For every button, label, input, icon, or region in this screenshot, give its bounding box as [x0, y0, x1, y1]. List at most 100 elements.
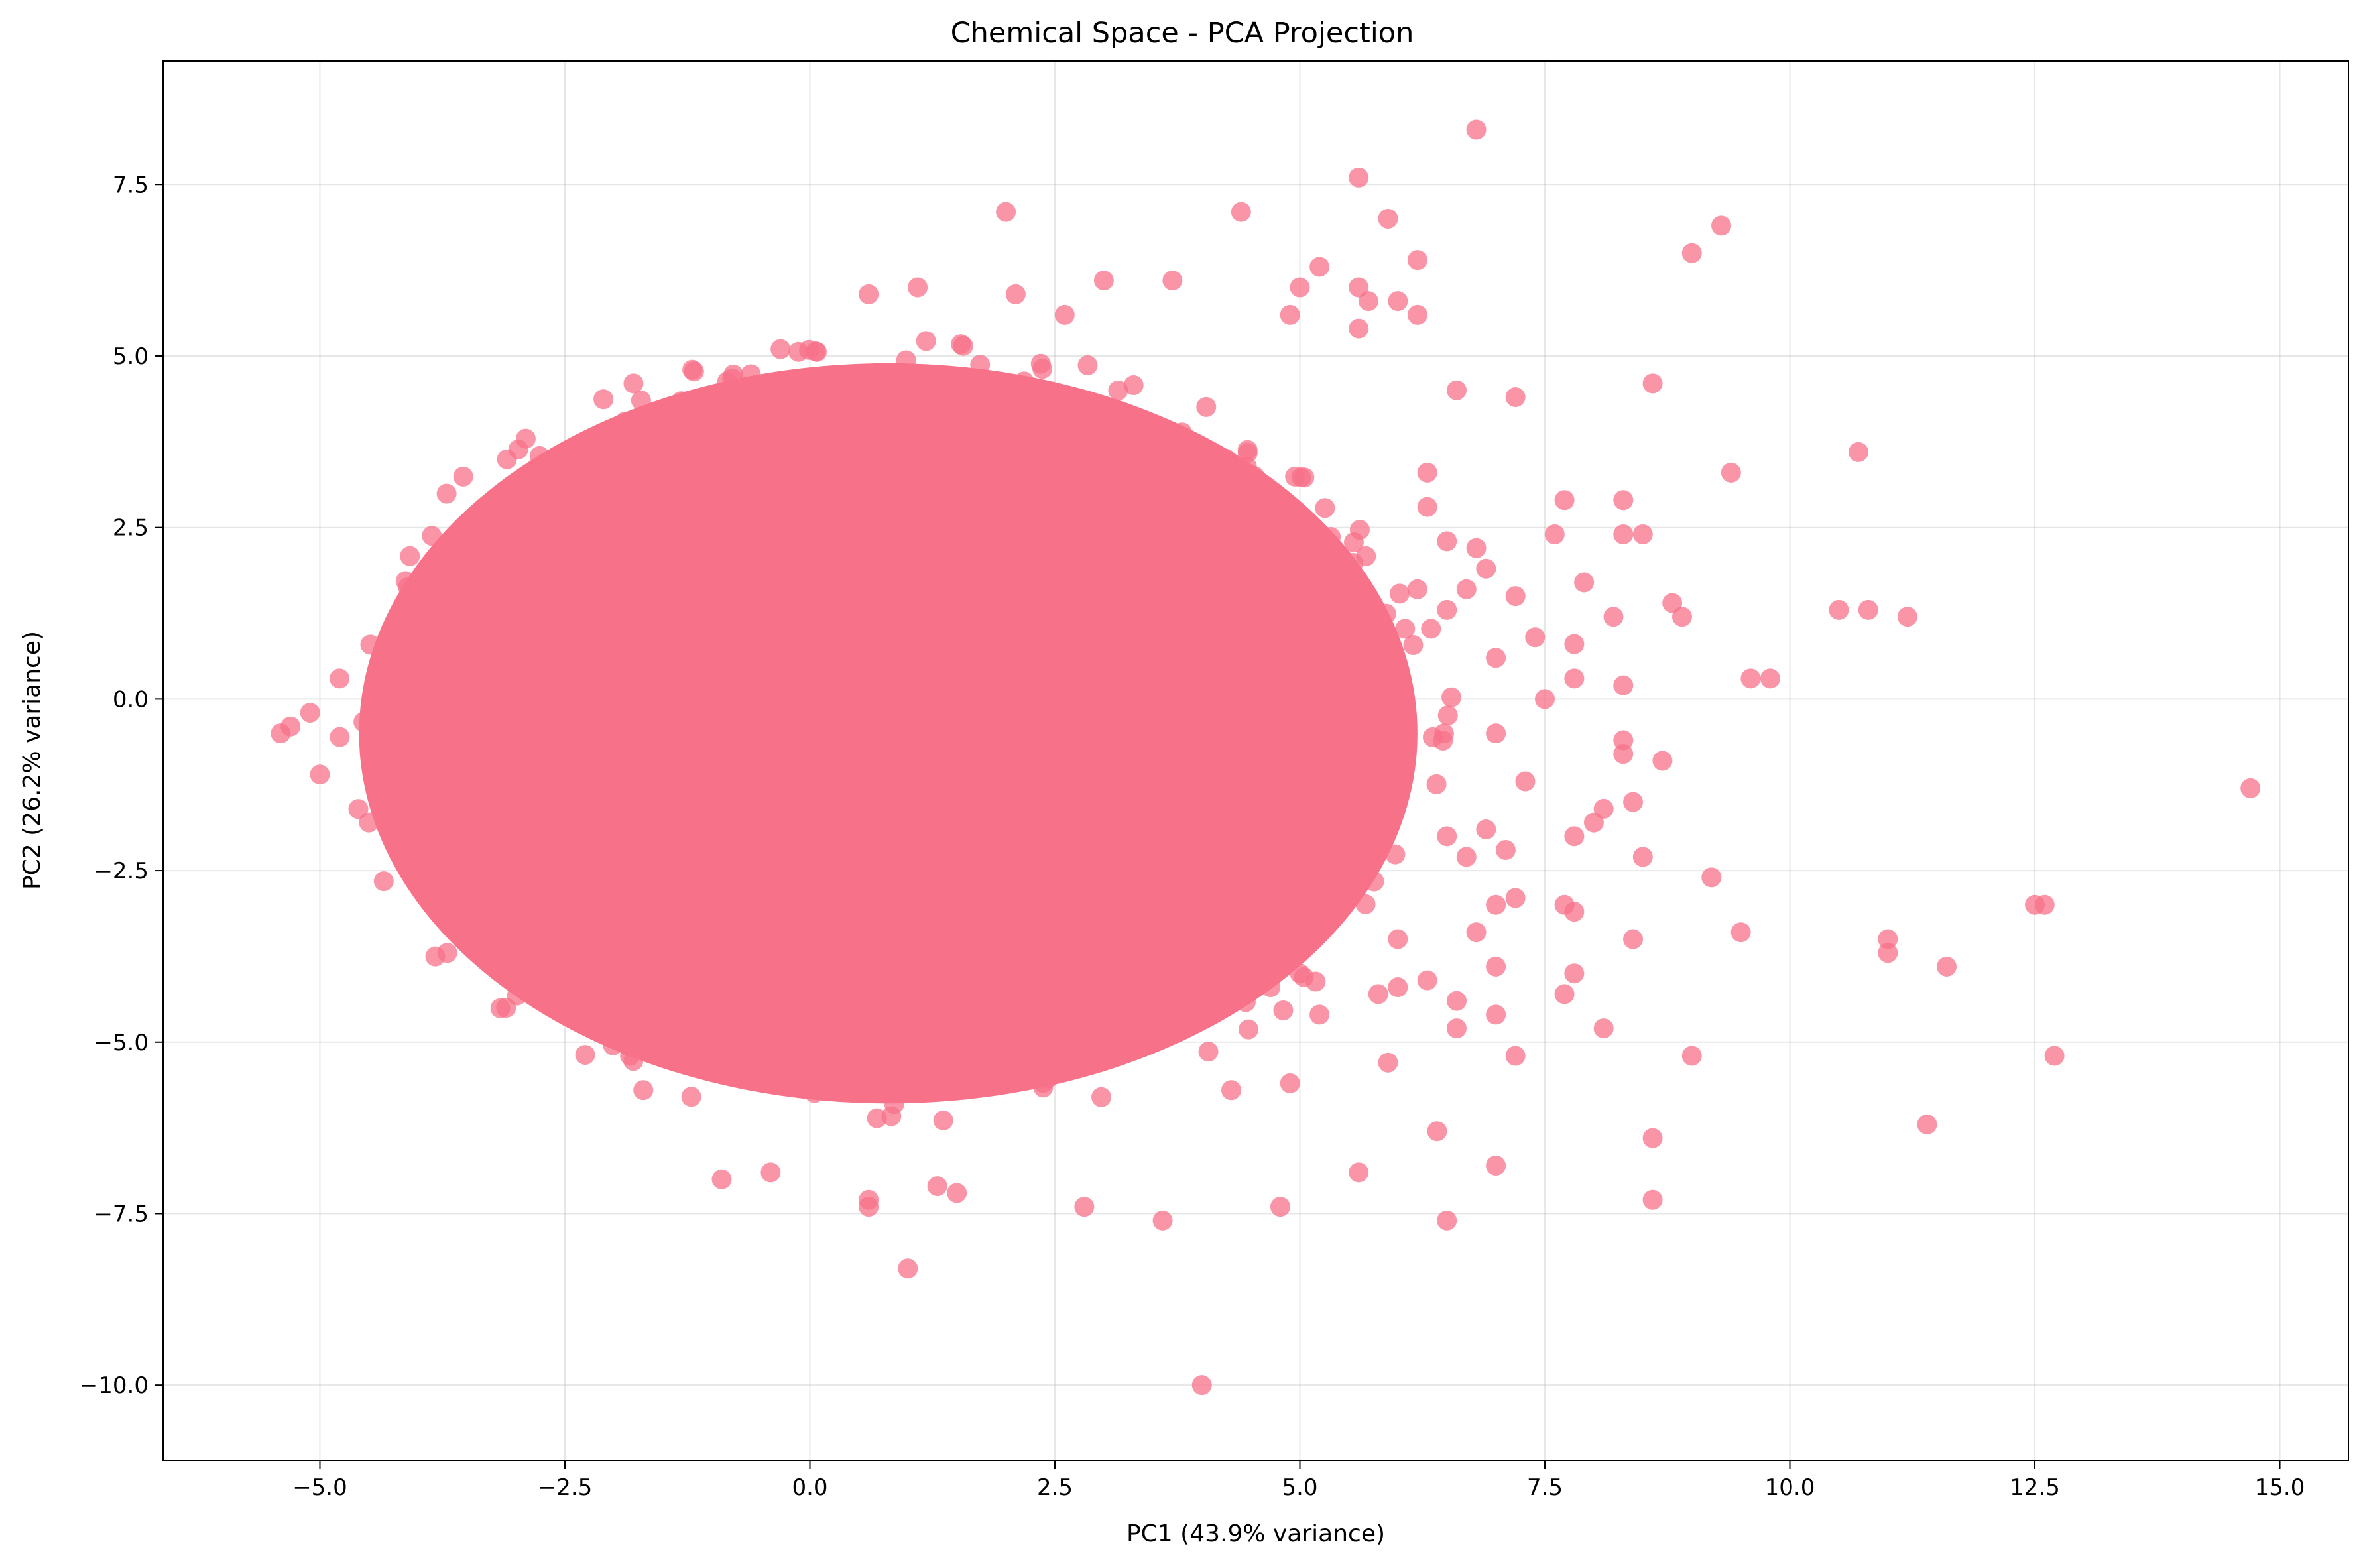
cloud-edge-point — [1123, 375, 1144, 395]
cloud-edge-point — [1279, 565, 1300, 585]
x-tick-label: 7.5 — [1527, 1475, 1563, 1501]
cloud-edge-point — [467, 549, 488, 570]
scatter-point — [1564, 826, 1585, 847]
scatter-point — [1349, 318, 1369, 339]
scatter-point — [1632, 847, 1653, 867]
scatter-point — [1280, 304, 1300, 325]
scatter-point — [1829, 599, 1849, 620]
y-tick-label: −2.5 — [93, 858, 149, 884]
cloud-edge-point — [875, 1047, 896, 1067]
scatter-point — [1721, 462, 1741, 483]
scatter-point — [1613, 744, 1634, 764]
scatter-point — [359, 812, 379, 833]
scatter-point — [1476, 558, 1496, 579]
cloud-edge-point — [993, 1027, 1014, 1048]
scatter-point — [1407, 304, 1427, 325]
scatter-point — [1564, 668, 1585, 689]
scatter-point — [1564, 963, 1585, 984]
cloud-edge-point — [1343, 553, 1364, 573]
cloud-edge-point — [1178, 498, 1199, 518]
cloud-edge-point — [1330, 597, 1351, 617]
cloud-edge-point — [1004, 432, 1024, 452]
cloud-edge-point — [1305, 971, 1326, 992]
cloud-edge-point — [488, 930, 509, 950]
cloud-edge-point — [586, 989, 607, 1010]
chart-title: Chemical Space - PCA Projection — [951, 17, 1414, 50]
cloud-edge-point — [670, 1052, 691, 1072]
cloud-edge-point — [428, 734, 449, 754]
cloud-edge-point — [593, 389, 614, 410]
scatter-point — [1642, 1128, 1663, 1148]
dense-point-cloud — [330, 331, 1462, 1130]
y-tick-label: 0.0 — [113, 686, 149, 713]
scatter-point — [1407, 250, 1427, 271]
cloud-edge-point — [1235, 992, 1256, 1012]
cloud-edge-point — [1243, 550, 1264, 571]
cloud-edge-point — [533, 505, 554, 526]
scatter-point — [1456, 579, 1477, 599]
scatter-point — [1652, 751, 1673, 771]
cloud-edge-point — [1244, 465, 1265, 486]
cloud-edge-point — [453, 466, 473, 487]
scatter-point — [1613, 490, 1634, 511]
x-tick-label: 5.0 — [1282, 1475, 1317, 1501]
cloud-edge-point — [603, 1035, 623, 1055]
scatter-point — [760, 1162, 781, 1183]
scatter-point — [1476, 819, 1496, 839]
cloud-edge-point — [1014, 371, 1034, 392]
cloud-edge-point — [899, 1069, 920, 1089]
cloud-edge-point — [804, 1083, 825, 1103]
scatter-point — [1162, 271, 1183, 291]
scatter-point — [1378, 1052, 1398, 1073]
scatter-point — [682, 359, 703, 380]
cloud-edge-point — [1385, 844, 1406, 865]
x-tick-label: 0.0 — [792, 1475, 827, 1501]
scatter-point — [1368, 984, 1388, 1004]
cloud-edge-point — [1215, 448, 1236, 469]
scatter-points — [271, 119, 2261, 1396]
cloud-edge-point — [1325, 789, 1345, 810]
cloud-edge-point — [573, 489, 593, 509]
cloud-edge-point — [1372, 824, 1393, 845]
x-tick-label: 12.5 — [2010, 1475, 2060, 1501]
scatter-point — [1437, 599, 1457, 620]
cloud-edge-point — [760, 1038, 780, 1058]
scatter-point — [1613, 730, 1634, 751]
cloud-edge-point — [916, 365, 937, 386]
cloud-edge-point — [1364, 871, 1384, 892]
cloud-edge-point — [379, 730, 399, 751]
cloud-edge-point — [1221, 504, 1242, 524]
cloud-edge-point — [1349, 588, 1370, 609]
scatter-point — [1937, 956, 1957, 977]
scatter-point — [1593, 798, 1614, 819]
y-axis-ticks: −10.0 −7.5 −5.0 −2.5 0.0 2.5 5.0 7.5 — [80, 172, 163, 1399]
scatter-point — [1495, 840, 1516, 861]
scatter-point — [1466, 538, 1487, 558]
cloud-edge-point — [1308, 924, 1329, 944]
x-tick-label: 10.0 — [1765, 1475, 1815, 1501]
cloud-edge-point — [471, 895, 492, 916]
cloud-edge-point — [1329, 726, 1350, 747]
cloud-edge-point — [1321, 711, 1342, 731]
cloud-edge-point — [348, 799, 369, 819]
y-tick-label: 5.0 — [113, 343, 149, 370]
cloud-edge-point — [417, 855, 438, 876]
cloud-edge-point — [1200, 505, 1221, 525]
scatter-point — [1427, 1121, 1447, 1142]
cloud-edge-point — [1355, 894, 1376, 914]
scatter-point — [859, 1197, 879, 1217]
cloud-edge-point — [1368, 710, 1388, 731]
x-axis-label: PC1 (43.9% variance) — [1126, 1520, 1385, 1547]
scatter-point — [1446, 380, 1467, 400]
scatter-point — [1054, 304, 1075, 325]
cloud-edge-point — [792, 411, 813, 432]
scatter-point — [1642, 373, 1663, 394]
scatter-point — [1349, 1162, 1369, 1183]
cloud-edge-point — [900, 387, 920, 407]
cloud-edge-point — [497, 449, 517, 469]
cloud-edge-point — [729, 400, 750, 420]
cloud-edge-point — [1063, 416, 1083, 437]
cloud-edge-point — [1253, 878, 1274, 898]
cloud-edge-point — [1315, 554, 1336, 574]
cloud-edge-point — [398, 646, 418, 666]
